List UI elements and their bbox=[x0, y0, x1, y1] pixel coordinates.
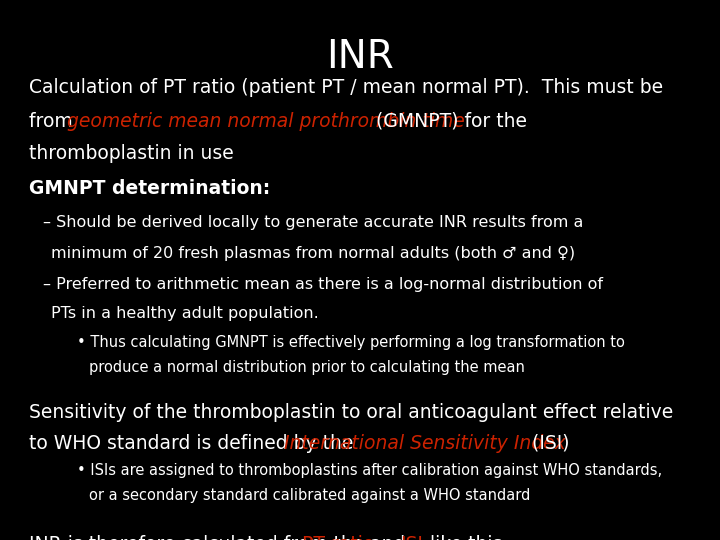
Text: and: and bbox=[364, 535, 411, 540]
Text: or a secondary standard calibrated against a WHO standard: or a secondary standard calibrated again… bbox=[89, 488, 530, 503]
Text: GMNPT determination:: GMNPT determination: bbox=[29, 179, 270, 198]
Text: PTs in a healthy adult population.: PTs in a healthy adult population. bbox=[51, 306, 318, 321]
Text: Sensitivity of the thromboplastin to oral anticoagulant effect relative: Sensitivity of the thromboplastin to ora… bbox=[29, 403, 673, 422]
Text: geometric mean normal prothrombin time: geometric mean normal prothrombin time bbox=[67, 112, 464, 131]
Text: Calculation of PT ratio (patient PT / mean normal PT).  This must be: Calculation of PT ratio (patient PT / me… bbox=[29, 78, 663, 97]
Text: PT ratio: PT ratio bbox=[302, 535, 374, 540]
Text: • ISIs are assigned to thromboplastins after calibration against WHO standards,: • ISIs are assigned to thromboplastins a… bbox=[77, 463, 662, 478]
Text: (ISI): (ISI) bbox=[526, 434, 570, 453]
Text: minimum of 20 fresh plasmas from normal adults (both ♂ and ♀): minimum of 20 fresh plasmas from normal … bbox=[51, 246, 575, 261]
Text: – Should be derived locally to generate accurate INR results from a: – Should be derived locally to generate … bbox=[42, 215, 583, 231]
Text: INR is therefore calculated from the: INR is therefore calculated from the bbox=[29, 535, 370, 540]
Text: produce a normal distribution prior to calculating the mean: produce a normal distribution prior to c… bbox=[89, 360, 525, 375]
Text: thromboplastin in use: thromboplastin in use bbox=[29, 144, 233, 163]
Text: International Sensitivity Index: International Sensitivity Index bbox=[284, 434, 565, 453]
Text: – Preferred to arithmetic mean as there is a log-normal distribution of: – Preferred to arithmetic mean as there … bbox=[42, 277, 603, 292]
Text: like this…: like this… bbox=[424, 535, 521, 540]
Text: from: from bbox=[29, 112, 78, 131]
Text: INR: INR bbox=[326, 38, 394, 76]
Text: to WHO standard is defined by the: to WHO standard is defined by the bbox=[29, 434, 359, 453]
Text: • Thus calculating GMNPT is effectively performing a log transformation to: • Thus calculating GMNPT is effectively … bbox=[77, 335, 625, 350]
Text: ISI: ISI bbox=[400, 535, 423, 540]
Text: (GMNPT) for the: (GMNPT) for the bbox=[370, 112, 527, 131]
